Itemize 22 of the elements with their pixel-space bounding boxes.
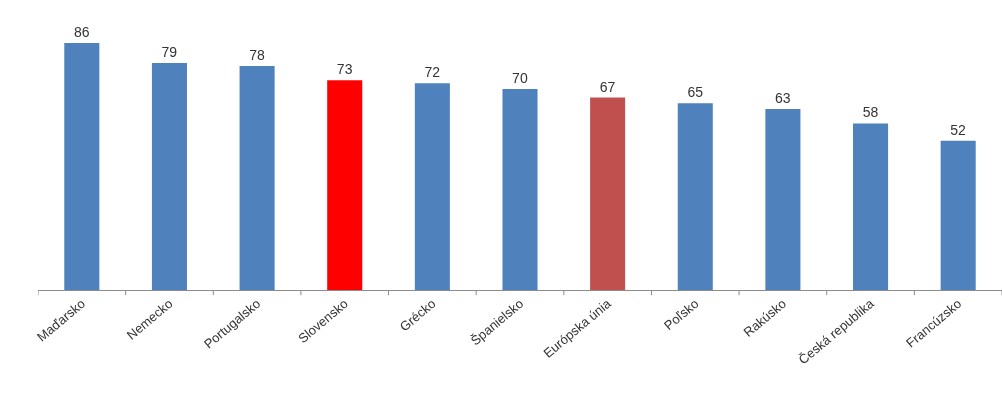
bar xyxy=(940,140,976,290)
data-label: 79 xyxy=(161,44,178,61)
bar xyxy=(677,103,713,290)
bar xyxy=(853,123,889,290)
bar xyxy=(414,83,450,290)
data-label: 58 xyxy=(862,104,879,121)
data-label: 63 xyxy=(775,90,791,107)
bar xyxy=(765,109,801,290)
data-label: 70 xyxy=(512,69,528,86)
bar xyxy=(151,63,187,290)
data-label: 72 xyxy=(424,64,441,81)
data-label: 73 xyxy=(336,61,353,78)
data-label: 78 xyxy=(249,46,265,63)
bar xyxy=(502,88,538,290)
data-label: 65 xyxy=(687,84,704,101)
data-label: 67 xyxy=(599,78,616,95)
bar xyxy=(327,80,363,290)
bar xyxy=(239,65,275,290)
bar xyxy=(64,43,100,290)
data-label: 86 xyxy=(73,24,90,40)
data-label: 52 xyxy=(950,121,967,138)
bar xyxy=(590,97,626,290)
